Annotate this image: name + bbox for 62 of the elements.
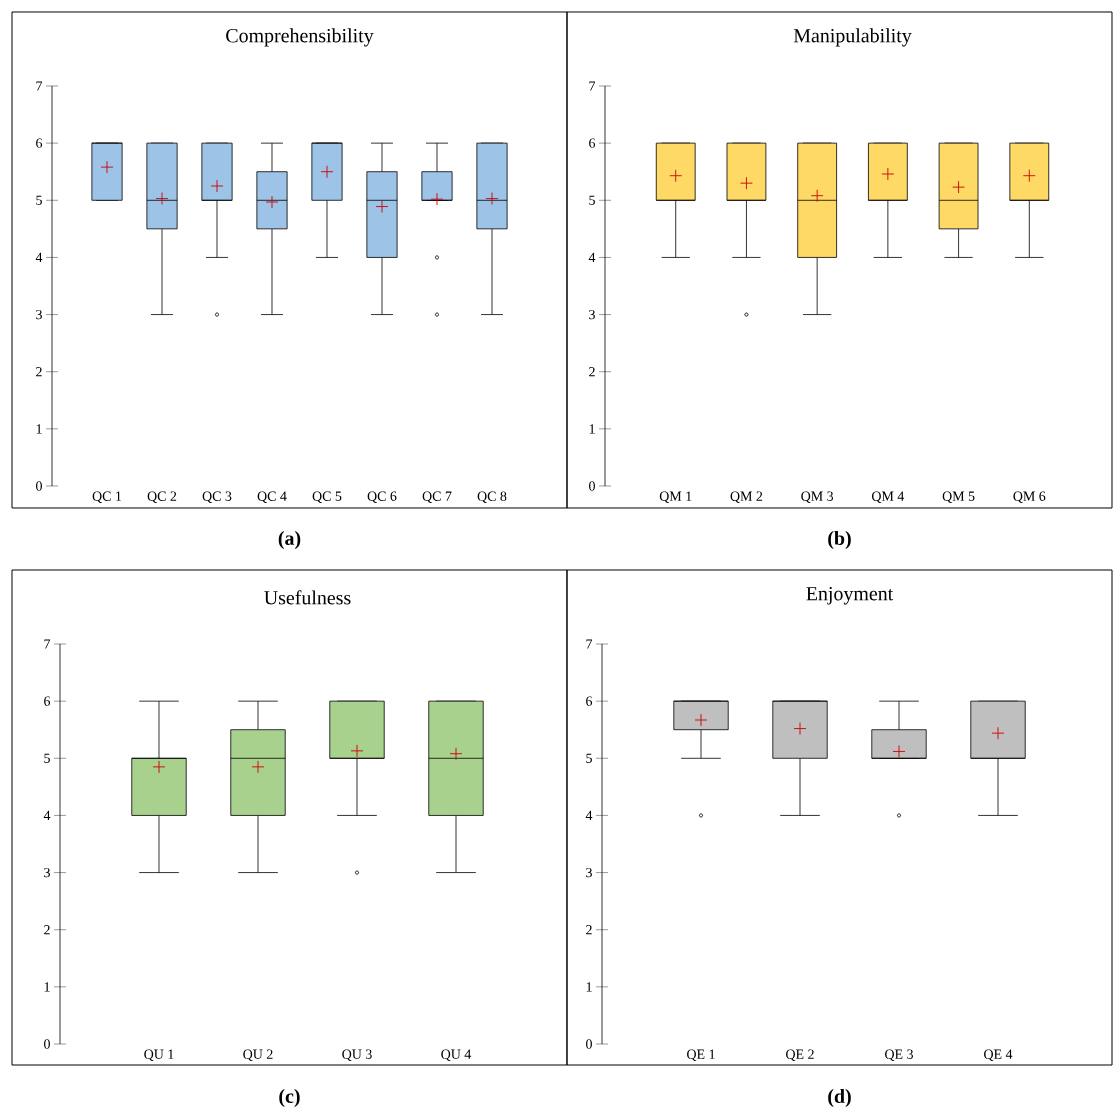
x-tick-label: QU 3 [342, 1049, 372, 1062]
x-tick-label: QM 5 [942, 491, 975, 504]
x-tick-label: QC 6 [367, 491, 397, 504]
x-tick-label: QC 2 [147, 491, 177, 504]
x-tick-label: QM 3 [801, 491, 834, 504]
y-tick-label: 4 [588, 252, 596, 263]
y-tick-label: 4 [585, 810, 593, 821]
x-tick-label: QC 4 [257, 491, 287, 504]
text: (a) [278, 530, 301, 550]
text: (b) [828, 530, 851, 550]
x-tick-label: QE 4 [984, 1049, 1013, 1062]
chart-title: Enjoyment [806, 587, 894, 605]
text: (c) [279, 1088, 300, 1108]
x-tick-label: QC 5 [312, 491, 342, 504]
y-tick-label: 7 [36, 81, 43, 91]
x-tick-label: QM 1 [659, 491, 692, 504]
x-tick-label: QC 1 [92, 491, 122, 504]
x-tick-label: QC 8 [477, 491, 507, 504]
x-tick-label: QC 7 [422, 491, 452, 504]
chart-title: Usefulness [264, 590, 351, 605]
y-tick-label: 0 [44, 1039, 50, 1049]
y-tick-label: 5 [589, 195, 595, 205]
y-tick-label: 0 [589, 481, 595, 491]
x-tick-label: QE 3 [885, 1049, 913, 1062]
y-tick-label: 0 [586, 1039, 592, 1049]
y-tick-label: 1 [589, 424, 595, 434]
y-tick-label: 2 [36, 367, 42, 377]
y-tick-label: 1 [44, 982, 50, 992]
y-tick-label: 6 [589, 138, 596, 148]
x-tick-label: QE 2 [786, 1049, 814, 1062]
y-tick-label: 5 [586, 753, 592, 763]
y-tick-label: 7 [44, 639, 51, 649]
y-tick-label: 7 [586, 639, 593, 649]
x-tick-label: QU 4 [441, 1049, 472, 1062]
y-tick-label: 4 [35, 252, 43, 263]
chart-title: Comprehensibility [226, 28, 374, 47]
x-tick-label: QE 1 [687, 1049, 715, 1062]
y-tick-label: 5 [36, 195, 42, 205]
chart-title: Manipulability [793, 28, 912, 47]
x-tick-label: QM 2 [730, 491, 763, 504]
y-tick-label: 4 [43, 810, 51, 821]
y-tick-label: 3 [44, 867, 50, 878]
y-tick-label: 2 [586, 925, 592, 935]
y-tick-label: 6 [586, 696, 593, 706]
y-tick-label: 1 [36, 424, 42, 434]
text: (d) [828, 1088, 851, 1108]
x-tick-label: QM 6 [1013, 491, 1046, 504]
y-tick-label: 0 [36, 481, 42, 491]
x-tick-label: QU 2 [243, 1049, 273, 1062]
y-tick-label: 3 [589, 309, 595, 320]
y-tick-label: 1 [586, 982, 592, 992]
x-tick-label: QU 1 [144, 1049, 174, 1062]
y-tick-label: 3 [36, 309, 42, 320]
y-tick-label: 6 [36, 138, 43, 148]
y-tick-label: 3 [586, 867, 592, 878]
y-tick-label: 5 [44, 753, 50, 763]
y-tick-label: 2 [589, 367, 595, 377]
y-tick-label: 2 [44, 925, 50, 935]
x-tick-label: QM 4 [871, 491, 905, 504]
y-tick-label: 6 [44, 696, 51, 706]
x-tick-label: QC 3 [202, 491, 232, 504]
y-tick-label: 7 [589, 81, 596, 91]
